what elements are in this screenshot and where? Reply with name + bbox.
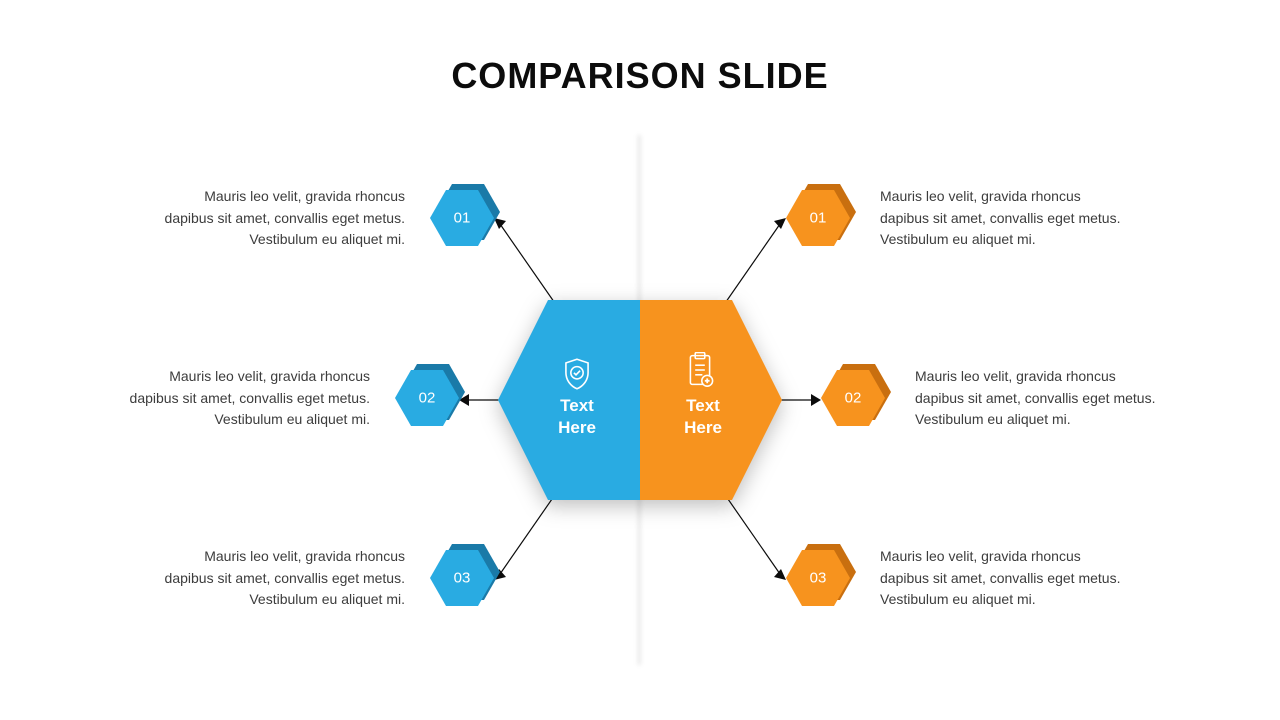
right-hex-3-num: 03 bbox=[810, 570, 827, 587]
clipboard-icon bbox=[685, 352, 715, 393]
right-hex-2-num: 02 bbox=[845, 390, 862, 407]
slide-title: COMPARISON SLIDE bbox=[0, 55, 1280, 97]
center-left-label: TextHere bbox=[542, 395, 612, 439]
left-text-2: Mauris leo velit, gravida rhoncus dapibu… bbox=[125, 366, 370, 431]
left-hex-1: 01 bbox=[430, 190, 494, 246]
left-hex-2: 02 bbox=[395, 370, 459, 426]
center-right-label: TextHere bbox=[668, 395, 738, 439]
center-hexagon bbox=[498, 300, 782, 500]
left-hex-1-num: 01 bbox=[454, 210, 471, 227]
right-hex-1-num: 01 bbox=[810, 210, 827, 227]
shield-check-icon bbox=[562, 358, 592, 395]
right-hex-1: 01 bbox=[786, 190, 850, 246]
right-text-1: Mauris leo velit, gravida rhoncus dapibu… bbox=[880, 186, 1125, 251]
left-hex-3-num: 03 bbox=[454, 570, 471, 587]
right-hex-2: 02 bbox=[821, 370, 885, 426]
right-text-3: Mauris leo velit, gravida rhoncus dapibu… bbox=[880, 546, 1125, 611]
left-hex-2-num: 02 bbox=[419, 390, 436, 407]
left-hex-3: 03 bbox=[430, 550, 494, 606]
right-hex-3: 03 bbox=[786, 550, 850, 606]
right-text-2: Mauris leo velit, gravida rhoncus dapibu… bbox=[915, 366, 1160, 431]
left-text-1: Mauris leo velit, gravida rhoncus dapibu… bbox=[160, 186, 405, 251]
left-text-3: Mauris leo velit, gravida rhoncus dapibu… bbox=[160, 546, 405, 611]
